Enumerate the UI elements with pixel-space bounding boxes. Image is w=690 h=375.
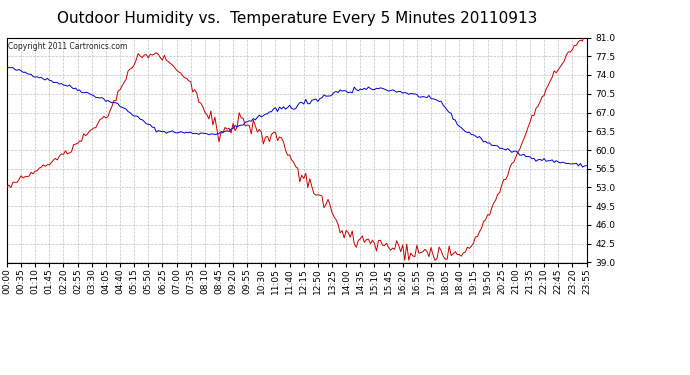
Text: Copyright 2011 Cartronics.com: Copyright 2011 Cartronics.com [8, 42, 128, 51]
Text: Outdoor Humidity vs.  Temperature Every 5 Minutes 20110913: Outdoor Humidity vs. Temperature Every 5… [57, 11, 537, 26]
